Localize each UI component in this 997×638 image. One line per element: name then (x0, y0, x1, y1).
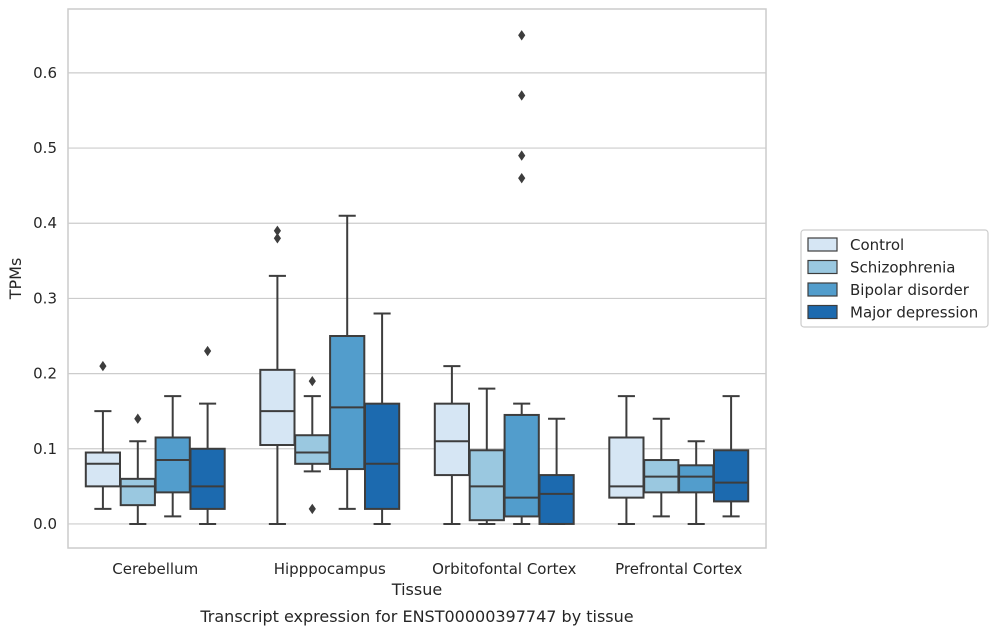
legend-swatch (807, 304, 838, 320)
y-tick-labels: 0.0 0.1 0.2 0.3 0.4 0.5 0.6 (33, 64, 57, 533)
box-iqr (678, 464, 715, 494)
outlier-point (204, 345, 212, 357)
legend-frame (800, 229, 989, 328)
outlier-point (273, 225, 281, 236)
box-1-1 (294, 375, 331, 515)
y-tick-label: 0.0 (33, 515, 57, 533)
box-iqr (433, 402, 471, 477)
legend-label: Bipolar disorder (850, 281, 970, 299)
y-tick-label: 0.3 (33, 289, 57, 307)
y-tick-label: 0.5 (33, 139, 57, 157)
legend-label: Control (850, 236, 904, 254)
outlier-point (134, 413, 142, 424)
box-iqr (538, 474, 575, 525)
box-layer (84, 30, 750, 525)
box-iqr (84, 451, 122, 488)
box-2-1 (468, 387, 505, 525)
legend-swatch (807, 259, 838, 275)
box-iqr (329, 335, 366, 471)
plot-area-frame (67, 8, 767, 549)
outlier-point (99, 360, 107, 372)
outlier-point (518, 172, 526, 184)
box-1-2 (329, 214, 366, 510)
box-2-3 (538, 417, 575, 525)
chart-caption: Transcript expression for ENST0000039774… (199, 607, 633, 626)
box-3-0 (608, 395, 645, 525)
box-iqr (503, 413, 540, 518)
box-0-3 (189, 345, 226, 525)
box-2-2 (503, 30, 540, 525)
legend-swatch (807, 282, 838, 297)
x-tick-labels: Cerebellum Hipppocampus Orbitofontal Corte… (112, 560, 742, 578)
box-3-3 (712, 395, 750, 518)
box-iqr (119, 477, 156, 507)
box-iqr (468, 449, 505, 522)
outlier-point (308, 503, 316, 515)
box-1-0 (259, 225, 296, 525)
legend-label: Major depression (850, 304, 978, 322)
box-3-2 (678, 440, 715, 525)
box-iqr (608, 436, 645, 499)
y-tick-label: 0.2 (33, 365, 57, 383)
x-tick-label: Orbitofontal Cortex (432, 560, 576, 578)
box-iqr (294, 434, 331, 465)
outlier-point (518, 150, 526, 161)
outlier-point (518, 30, 526, 41)
y-tick-label: 0.4 (33, 214, 57, 232)
box-0-1 (119, 413, 156, 525)
box-3-1 (643, 417, 680, 518)
legend-label: Schizophrenia (850, 259, 955, 277)
outlier-point (518, 90, 526, 101)
y-axis-label: TPMs (6, 258, 25, 301)
box-0-0 (84, 360, 122, 510)
x-axis-label: Tissue (391, 580, 442, 599)
outlier-point (273, 233, 281, 244)
legend: Control Schizophrenia Bipolar disorder Majo… (800, 229, 989, 328)
box-iqr (363, 402, 401, 510)
x-tick-label: Cerebellum (112, 560, 198, 578)
box-iqr (712, 449, 750, 503)
legend-swatch (807, 237, 838, 252)
box-0-2 (154, 395, 191, 518)
outlier-point (308, 375, 316, 387)
y-tick-label: 0.6 (33, 64, 57, 82)
box-2-0 (433, 365, 471, 525)
y-tick-label: 0.1 (33, 440, 57, 458)
box-iqr (189, 447, 226, 510)
box-iqr (259, 368, 296, 447)
x-tick-label: Hipppocampus (274, 560, 386, 578)
box-1-3 (363, 312, 401, 525)
x-tick-label: Prefrontal Cortex (615, 560, 742, 578)
box-iqr (154, 436, 191, 494)
